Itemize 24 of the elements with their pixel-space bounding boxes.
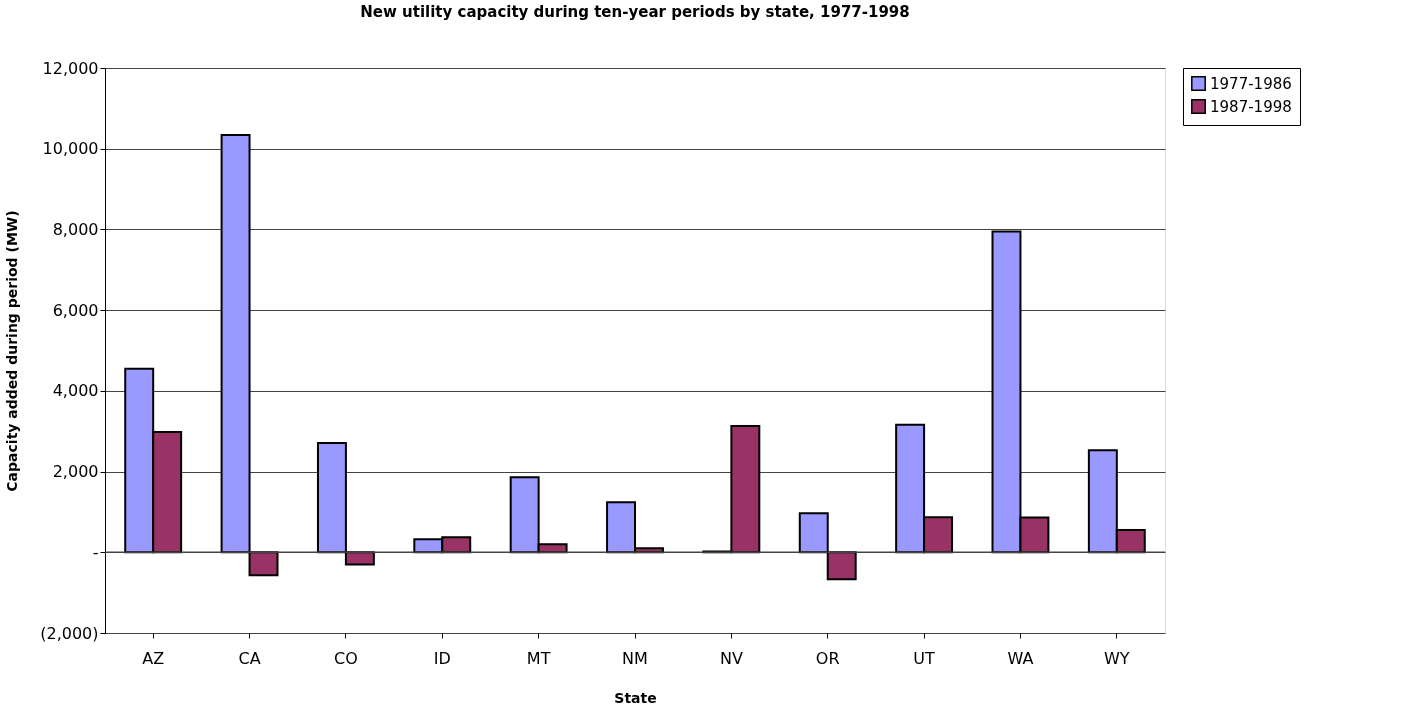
y-tick-label: - — [92, 542, 99, 562]
x-tick-label: WY — [1104, 648, 1130, 668]
x-tick-label: UT — [913, 648, 936, 668]
x-tick-label: NV — [719, 648, 743, 668]
x-tick-label: NM — [622, 648, 648, 668]
legend-label: 1977-1986 — [1210, 74, 1292, 93]
y-axis-title: Capacity added during period (MW) — [4, 210, 21, 492]
x-tick-label: AZ — [142, 648, 165, 668]
x-tick-label: MT — [526, 648, 551, 668]
y-tick-label: 4,000 — [52, 381, 99, 401]
y-tick-label: 8,000 — [52, 219, 99, 239]
y-tick-label: 12,000 — [42, 58, 99, 78]
x-tick-label: CA — [238, 648, 261, 668]
chart-title: New utility capacity during ten-year periods by state, 1977-1998 — [360, 3, 910, 21]
x-tick-label: OR — [815, 648, 840, 668]
y-tick-label: (2,000) — [40, 623, 99, 643]
legend-label: 1987-1998 — [1210, 97, 1292, 116]
y-tick-label: 10,000 — [42, 139, 99, 159]
x-tick-label: WA — [1007, 648, 1034, 668]
x-tick-label: CO — [334, 648, 358, 668]
x-tick-label: ID — [433, 648, 451, 668]
y-tick-label: 2,000 — [52, 462, 99, 482]
y-tick-label: 6,000 — [52, 300, 99, 320]
x-axis-title: State — [614, 689, 657, 705]
